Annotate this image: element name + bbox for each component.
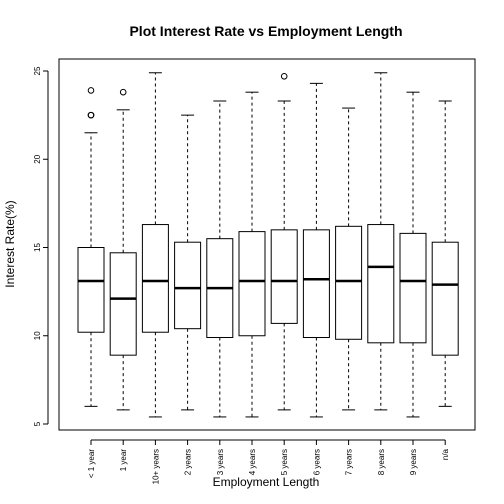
x-tick-label: 10+ years [151,449,160,484]
box-2 [109,88,137,411]
x-axis-label: Employment Length [213,475,320,489]
iqr-box [141,224,169,333]
x-tick-label: 7 years [345,449,354,475]
box-10 [367,72,395,411]
chart-title: Plot Interest Rate vs Employment Length [129,23,402,39]
box-7 [270,72,298,411]
x-tick-label: < 1 year [87,449,96,478]
x-axis: < 1 year 1 year 10+ years 2 years 3 years 4 y… [87,439,450,484]
y-tick-label: 15 [33,243,42,252]
x-tick-label: 8 years [377,449,386,475]
outlier-point [87,87,95,94]
box-11 [399,91,427,418]
iqr-box [238,231,266,337]
iqr-box [109,252,137,356]
y-axis-label: Interest Rate(%) [3,200,17,287]
y-tick-label: 25 [33,66,42,75]
box-4 [174,114,202,411]
x-tick-label: 2 years [184,449,193,475]
iqr-box [302,229,330,339]
outlier-point [87,111,95,119]
box-9 [335,107,363,411]
x-tick-label: n/a [441,448,450,460]
x-tick-label: 6 years [312,449,321,475]
y-tick-label: 5 [33,421,42,426]
box-series [77,72,459,418]
outlier-point [280,72,288,80]
y-tick-label: 10 [33,331,42,340]
x-tick-label: 9 years [409,449,418,475]
box-5 [206,100,234,418]
iqr-box [335,225,363,340]
y-tick-label: 20 [33,154,42,163]
box-8 [302,82,330,418]
iqr-box [270,229,298,324]
iqr-box [367,224,395,344]
x-tick-label: 1 year [119,449,128,472]
box-3 [141,72,169,418]
iqr-box [77,247,105,333]
iqr-box [399,232,427,344]
plot-frame [58,58,476,431]
iqr-box [174,241,202,330]
box-1 [77,87,105,407]
x-tick-label: 3 years [216,449,225,475]
outlier-point [119,88,127,96]
x-tick-label: 5 years [280,449,289,475]
iqr-box [431,241,459,356]
box-12 [431,100,459,407]
x-tick-label: 4 years [248,449,257,475]
y-axis: 5 10 15 20 25 [33,66,49,426]
box-6 [238,91,266,418]
